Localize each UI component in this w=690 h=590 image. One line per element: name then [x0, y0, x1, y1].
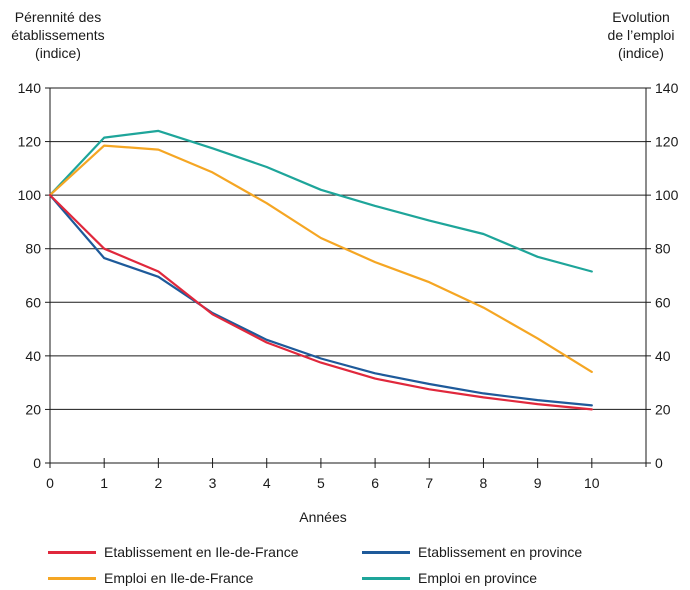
- x-tick-label-10: 10: [584, 475, 600, 491]
- legend-label-etablissement-idf: Etablissement en Ile-de-France: [104, 544, 299, 560]
- series-lines: [48, 129, 593, 411]
- axes: [45, 87, 651, 468]
- left-axis-title-line-3: (indice): [35, 45, 81, 61]
- x-tick-label-2: 2: [154, 475, 162, 491]
- y-tick-label-right-40: 40: [655, 348, 671, 364]
- x-tick-label-5: 5: [317, 475, 325, 491]
- x-tick-label-9: 9: [534, 475, 542, 491]
- right-axis-title-line-1: Evolution: [612, 9, 670, 25]
- x-tick-label-3: 3: [209, 475, 217, 491]
- series-line-etablissement-en-province: [48, 194, 593, 407]
- y-tick-label-right-140: 140: [655, 80, 679, 96]
- left-axis-title-line-2: établissements: [11, 27, 105, 43]
- y-tick-label-left-80: 80: [25, 241, 41, 257]
- x-tick-label-8: 8: [480, 475, 488, 491]
- right-axis-title: Evolution de l’emploi (indice): [596, 8, 686, 62]
- y-tick-label-right-60: 60: [655, 294, 671, 310]
- series-line-etablissement-en-ile-de-france: [48, 194, 593, 411]
- grid-lines: [50, 87, 646, 410]
- y-tick-label-right-80: 80: [655, 241, 671, 257]
- right-axis-title-line-3: (indice): [618, 45, 664, 61]
- y-tick-label-left-120: 120: [18, 134, 42, 150]
- legend-swatch-emploi-idf: [48, 576, 96, 580]
- legend-item-emploi-province: Emploi en province: [362, 570, 537, 586]
- legend-swatch-etablissement-province: [362, 550, 410, 554]
- y-tick-label-left-0: 0: [33, 455, 41, 471]
- series-line-emploi-en-ile-de-france: [48, 144, 593, 373]
- legend-item-etablissement-idf: Etablissement en Ile-de-France: [48, 544, 299, 560]
- left-axis-title-line-1: Pérennité des: [14, 9, 102, 25]
- y-tick-label-right-0: 0: [655, 455, 663, 471]
- x-tick-label-0: 0: [46, 475, 54, 491]
- legend-swatch-etablissement-idf: [48, 550, 96, 554]
- x-axis-label: Années: [299, 509, 347, 525]
- y-tick-label-right-120: 120: [655, 134, 679, 150]
- legend-item-emploi-idf: Emploi en Ile-de-France: [48, 570, 253, 586]
- legend-label-etablissement-province: Etablissement en province: [418, 544, 583, 560]
- legend-item-etablissement-province: Etablissement en province: [362, 544, 582, 560]
- y-tick-label-left-100: 100: [18, 187, 42, 203]
- y-tick-label-left-60: 60: [25, 294, 41, 310]
- legend-label-emploi-province: Emploi en province: [418, 570, 538, 586]
- y-tick-label-left-20: 20: [25, 401, 41, 417]
- left-axis-title: Pérennité des établissements (indice): [0, 8, 116, 62]
- legend-label-emploi-idf: Emploi en Ile-de-France: [104, 570, 254, 586]
- y-tick-label-left-40: 40: [25, 348, 41, 364]
- legend-swatch-emploi-province: [362, 576, 410, 580]
- y-tick-label-left-140: 140: [18, 80, 42, 96]
- right-axis-title-line-2: de l’emploi: [607, 27, 675, 43]
- series-line-emploi-en-province: [48, 129, 593, 273]
- x-tick-label-7: 7: [425, 475, 433, 491]
- y-tick-label-right-20: 20: [655, 401, 671, 417]
- x-tick-label-4: 4: [263, 475, 271, 491]
- x-tick-label-6: 6: [371, 475, 379, 491]
- x-tick-label-1: 1: [100, 475, 108, 491]
- y-tick-label-right-100: 100: [655, 187, 679, 203]
